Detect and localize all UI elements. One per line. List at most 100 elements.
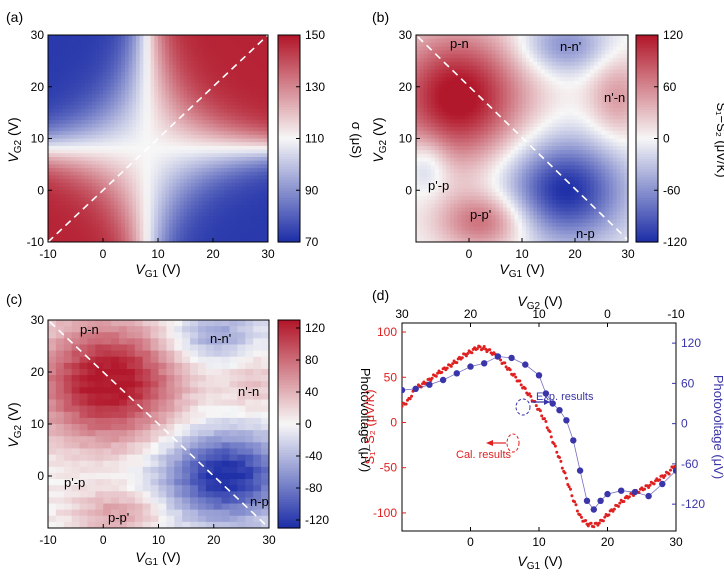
heatmap-cell: [249, 71, 254, 77]
heatmap-cell: [213, 179, 218, 184]
heatmap-cell: [213, 212, 218, 217]
heatmap-cell: [114, 182, 119, 188]
heatmap-cell: [253, 160, 258, 165]
heatmap-cell: [423, 96, 428, 101]
heatmap-cell: [264, 227, 268, 232]
heatmap-cell: [416, 61, 421, 67]
heatmap-cell: [99, 38, 104, 43]
colorbar-segment: [278, 68, 300, 72]
heatmap-cell: [125, 212, 130, 217]
heatmap-cell: [139, 149, 144, 154]
heatmap-cell: [110, 60, 115, 66]
heatmap-cell: [191, 57, 196, 62]
heatmap-cell: [121, 238, 126, 242]
heatmap-cell: [419, 142, 425, 147]
heatmap-cell: [257, 223, 262, 228]
heatmap-cell: [205, 123, 210, 129]
colorbar-segment: [278, 156, 300, 160]
heatmap-cell: [202, 149, 207, 154]
heatmap-cell: [416, 50, 421, 55]
heatmap-cell: [216, 149, 221, 154]
heatmap-cell: [183, 108, 188, 114]
heatmap-cell: [510, 65, 516, 71]
heatmap-cell: [216, 123, 221, 129]
heatmap-cell: [103, 79, 108, 84]
heatmap-cell: [450, 226, 455, 232]
heatmap-cell: [198, 53, 203, 58]
heatmap-cell: [231, 90, 236, 95]
heatmap-cell: [472, 207, 478, 212]
heatmap-cell: [506, 42, 512, 48]
heatmap-cell: [434, 42, 440, 48]
heatmap-cell: [431, 73, 436, 78]
heatmap-cell: [150, 64, 155, 69]
heatmap-cell: [510, 173, 516, 178]
heatmap-cell: [180, 164, 185, 169]
heatmap-cell: [117, 53, 122, 58]
heatmap-cell: [66, 182, 71, 188]
heatmap-cell: [77, 149, 82, 154]
heatmap-cell: [132, 53, 137, 58]
heatmap-cell: [147, 105, 152, 110]
heatmap-cell: [66, 190, 71, 195]
heatmap-cell: [114, 179, 119, 184]
heatmap-cell: [510, 38, 516, 44]
heatmap-cell: [128, 230, 133, 236]
heatmap-cell: [499, 42, 504, 48]
heatmap-cell: [216, 164, 221, 169]
heatmap-cell: [238, 42, 243, 47]
heatmap-cell: [62, 238, 67, 242]
heatmap-cell: [106, 212, 111, 217]
heatmap-cell: [125, 223, 130, 228]
heatmap-cell: [472, 196, 478, 201]
heatmap-cell: [205, 164, 210, 169]
heatmap-cell: [117, 79, 122, 84]
heatmap-cell: [253, 179, 258, 184]
heatmap-cell: [457, 192, 463, 197]
heatmap-cell: [518, 42, 523, 48]
heatmap-cell: [457, 188, 463, 193]
heatmap-cell: [194, 138, 199, 143]
heatmap-cell: [70, 75, 75, 80]
heatmap-cell: [165, 127, 170, 132]
heatmap-cell: [438, 123, 444, 128]
heatmap-cell: [48, 86, 53, 92]
heatmap-cell: [51, 212, 56, 217]
heatmap-cell: [132, 127, 137, 132]
heatmap-cell: [172, 238, 177, 242]
heatmap-cell: [510, 169, 516, 174]
heatmap-cell: [514, 222, 519, 228]
heatmap-cell: [227, 160, 232, 165]
heatmap-cell: [450, 161, 455, 166]
heatmap-cell: [55, 223, 60, 228]
heatmap-cell: [121, 201, 126, 206]
heatmap-cell: [209, 164, 214, 169]
heatmap-cell: [209, 205, 214, 210]
heatmap-cell: [457, 46, 463, 51]
colorbar-segment: [278, 115, 300, 119]
heatmap-cell: [147, 230, 152, 236]
heatmap-cell: [66, 175, 71, 180]
heatmap-cell: [249, 60, 254, 66]
heatmap-cell: [213, 153, 218, 158]
heatmap-cell: [73, 46, 78, 51]
heatmap-cell: [99, 227, 104, 232]
heatmap-cell: [238, 86, 243, 92]
heatmap-cell: [84, 142, 89, 147]
heatmap-cell: [194, 193, 199, 199]
heatmap-cell: [128, 112, 133, 117]
heatmap-cell: [165, 123, 170, 129]
heatmap-cell: [461, 188, 466, 193]
heatmap-cell: [48, 83, 53, 88]
heatmap-cell: [161, 75, 166, 80]
heatmap-cell: [121, 168, 126, 173]
heatmap-cell: [143, 212, 148, 217]
heatmap-cell: [220, 156, 225, 162]
heatmap-cell: [55, 116, 60, 121]
heatmap-cell: [48, 142, 53, 147]
heatmap-cell: [246, 90, 251, 95]
heatmap-cell: [242, 64, 247, 69]
heatmap-cell: [88, 145, 93, 151]
heatmap-cell: [73, 216, 78, 221]
heatmap-cell: [73, 208, 78, 214]
